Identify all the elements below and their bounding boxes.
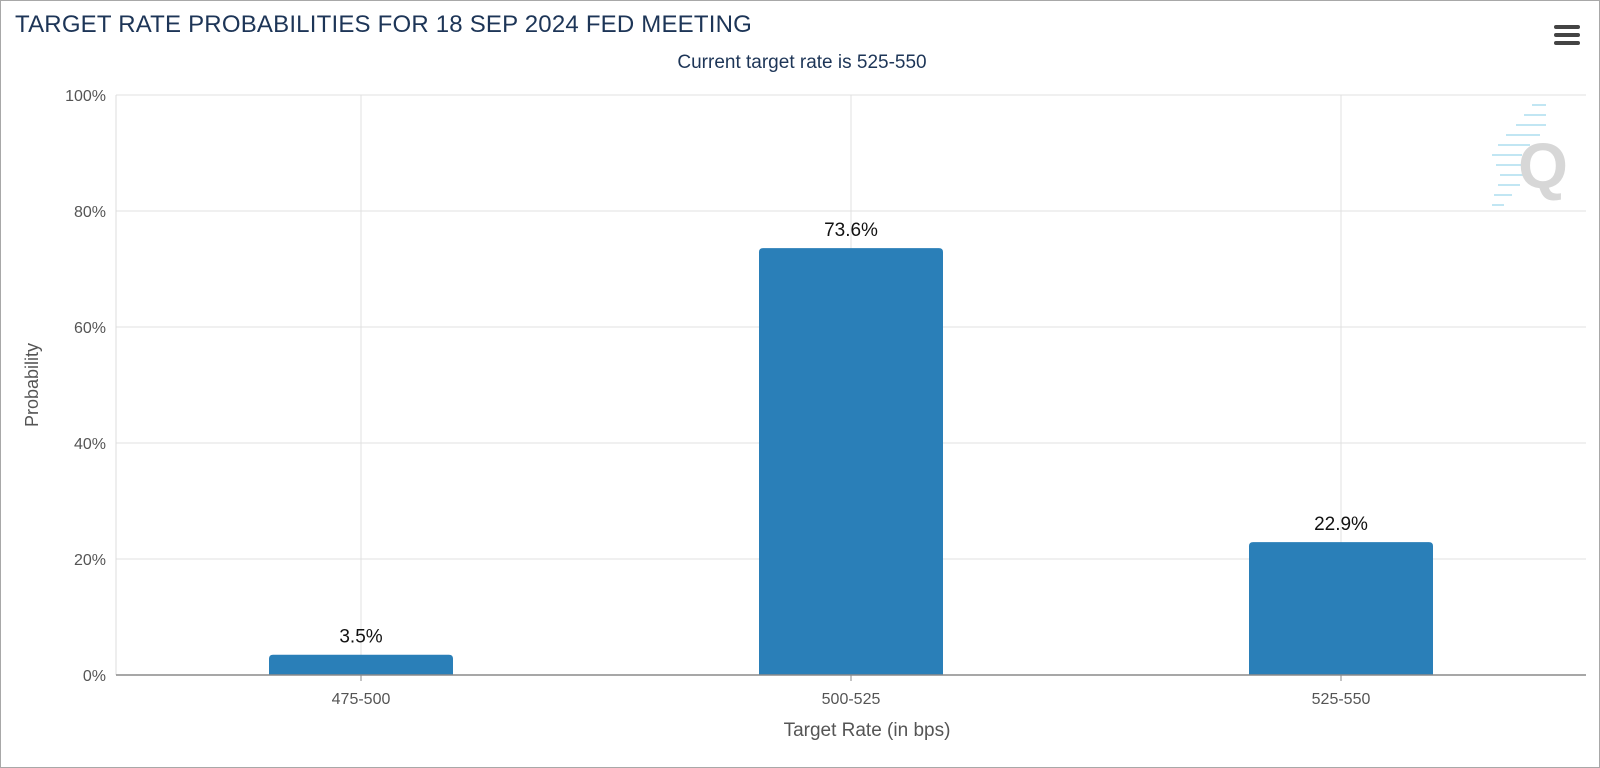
- bar-value-label: 3.5%: [339, 627, 382, 648]
- q-logo-watermark: Q: [1492, 104, 1568, 206]
- x-tick-label: 475-500: [332, 691, 391, 708]
- bar-500-525[interactable]: [759, 248, 943, 675]
- chart-title: TARGET RATE PROBABILITIES FOR 18 SEP 202…: [15, 11, 753, 38]
- bars: 3.5% 73.6% 22.9%: [269, 220, 1433, 675]
- y-tick-label: 20%: [74, 552, 106, 569]
- x-tick-label: 525-550: [1312, 691, 1371, 708]
- y-axis-ticks: 0% 20% 40% 60% 80% 100%: [65, 88, 106, 685]
- x-axis-label: Target Rate (in bps): [784, 720, 951, 741]
- svg-text:Q: Q: [1518, 130, 1568, 202]
- y-tick-label: 80%: [74, 204, 106, 221]
- bar-value-label: 22.9%: [1314, 514, 1368, 535]
- y-tick-label: 0%: [83, 668, 106, 685]
- chart-subtitle: Current target rate is 525-550: [677, 52, 926, 73]
- bar-value-label: 73.6%: [824, 220, 878, 241]
- x-axis-ticks: 475-500 500-525 525-550: [332, 675, 1371, 708]
- bar-475-500[interactable]: [269, 654, 453, 675]
- y-tick-label: 100%: [65, 88, 106, 105]
- y-tick-label: 40%: [74, 436, 106, 453]
- hamburger-menu-icon[interactable]: [1554, 25, 1582, 49]
- x-tick-label: 500-525: [822, 691, 881, 708]
- y-tick-label: 60%: [74, 320, 106, 337]
- y-axis-label: Probability: [22, 343, 42, 427]
- bar-525-550[interactable]: [1249, 542, 1433, 675]
